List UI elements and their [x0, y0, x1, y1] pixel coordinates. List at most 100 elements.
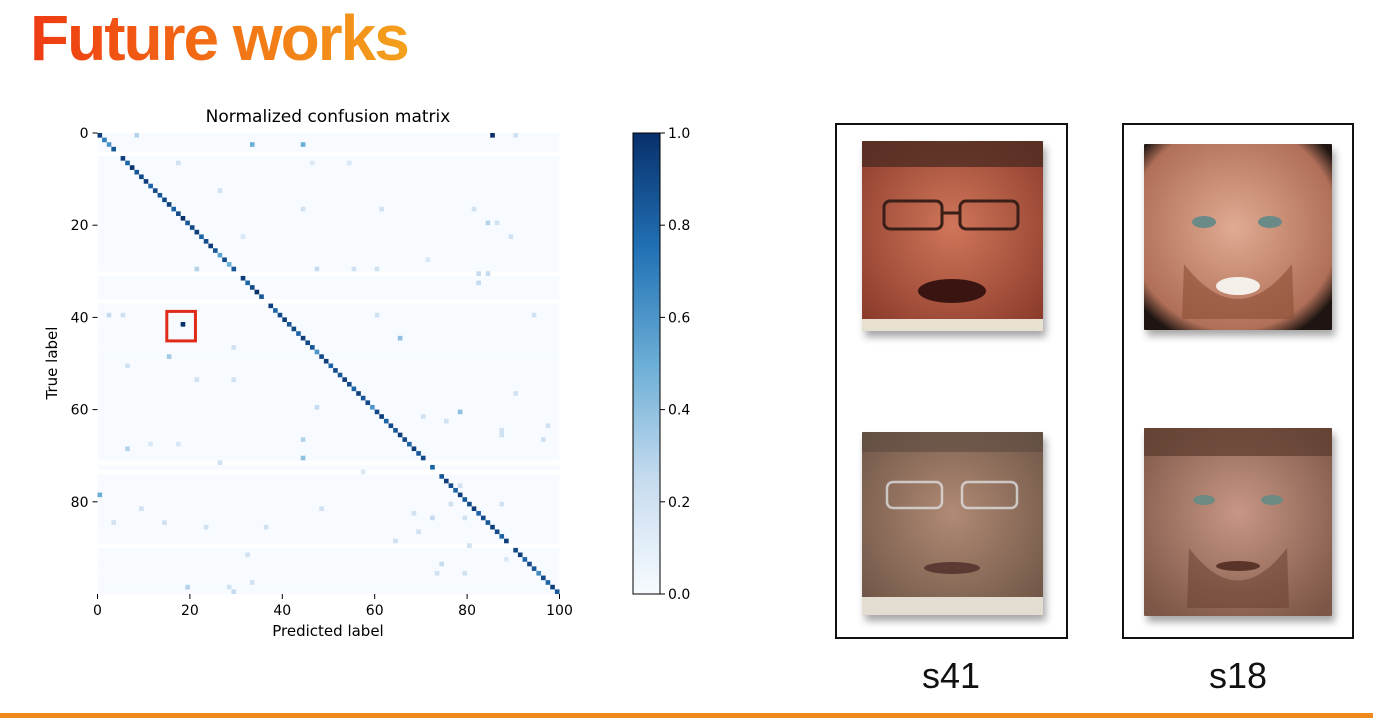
heatmap-cell [351, 266, 357, 272]
heatmap-cell [231, 377, 237, 382]
heatmap-cell [176, 441, 181, 447]
heatmap-cell-diagonal [420, 455, 426, 461]
heatmap-cell [494, 220, 500, 226]
heatmap-cell-diagonal [397, 432, 403, 438]
heatmap-cell-diagonal [296, 331, 301, 336]
heatmap-row [97, 275, 560, 281]
heatmap-cell-diagonal [360, 395, 366, 401]
heatmap-row [97, 280, 560, 286]
heatmap-cell-diagonal [323, 358, 329, 364]
heatmap-row [97, 515, 560, 521]
heatmap-cell-diagonal [439, 474, 444, 479]
heatmap [97, 133, 560, 595]
heatmap-cell [314, 404, 320, 410]
heatmap-cell [434, 570, 440, 576]
y-tick-label: 20 [71, 218, 89, 234]
heatmap-row [97, 432, 560, 438]
heatmap-cell-diagonal [152, 188, 158, 193]
heatmap-row [97, 552, 560, 558]
heatmap-row [97, 497, 560, 503]
heatmap-cell-diagonal [383, 418, 389, 424]
colorbar-tick-label: 1.0 [668, 126, 690, 142]
heatmap-cell-diagonal [402, 437, 408, 442]
heatmap-row [97, 584, 560, 590]
heatmap-cell [485, 271, 491, 276]
heatmap-cell-diagonal [494, 529, 500, 535]
heatmap-row [97, 183, 560, 189]
heatmap-cell-diagonal [194, 229, 200, 235]
heatmap-cell [249, 580, 255, 585]
heatmap-cell-diagonal [444, 478, 449, 484]
heatmap-cell [393, 538, 398, 544]
heatmap-cell [499, 432, 505, 438]
heatmap-row [97, 464, 560, 470]
heatmap-cell-diagonal [374, 409, 380, 415]
heatmap-cell-diagonal [379, 414, 384, 419]
heatmap-row [97, 437, 560, 443]
colorbar-tick-label: 0.6 [668, 310, 690, 326]
heatmap-cell [499, 428, 505, 433]
heatmap-cell-diagonal [365, 400, 371, 405]
heatmap-row [97, 349, 560, 355]
heatmap-row [97, 243, 560, 249]
heatmap-cell-diagonal [430, 464, 435, 470]
heatmap-row [97, 474, 560, 480]
heatmap-cell-diagonal [139, 174, 144, 180]
heatmap-cell-diagonal [471, 506, 477, 512]
heatmap-row [97, 211, 560, 217]
colorbar-tick-label: 0.8 [668, 218, 690, 234]
slide-title: Future works [30, 2, 410, 74]
heatmap-row [97, 478, 560, 484]
heatmap-cell [176, 160, 181, 166]
heatmap-cell [319, 506, 324, 512]
highlight-box [165, 309, 197, 343]
heatmap-row [97, 239, 560, 244]
heatmap-row [97, 160, 560, 166]
heatmap-row [97, 400, 560, 406]
face-photo-s18-top [1144, 144, 1332, 330]
heatmap-row [97, 331, 560, 337]
heatmap-cell-diagonal [102, 137, 107, 143]
x-tick-label: 0 [93, 603, 102, 619]
colorbar-tick-label: 0.2 [668, 495, 690, 511]
heatmap-cell-diagonal [342, 377, 347, 382]
heatmap-cell [180, 322, 186, 327]
heatmap-row [97, 248, 560, 254]
heatmap-row [97, 561, 560, 567]
heatmap-cell-diagonal [337, 372, 343, 378]
heatmap-cell-diagonal [513, 547, 518, 553]
heatmap-cell [185, 584, 190, 590]
heatmap-cell [374, 266, 380, 272]
heatmap-row [97, 266, 560, 272]
heatmap-cell-diagonal [166, 202, 172, 207]
heatmap-cell-diagonal [328, 363, 334, 369]
heatmap-cell [513, 391, 518, 396]
x-tick-label: 80 [458, 603, 476, 619]
heatmap-cell-diagonal [240, 275, 246, 281]
heatmap-cell-diagonal [291, 326, 297, 332]
heatmap-cell-diagonal [129, 165, 135, 170]
heatmap-row [97, 414, 560, 420]
heatmap-row [97, 529, 560, 535]
heatmap-cell [134, 133, 140, 138]
heatmap-cell-diagonal [416, 451, 421, 456]
heatmap-cell [448, 501, 454, 507]
heatmap-cell [545, 423, 551, 429]
heatmap-row [97, 289, 560, 295]
heatmap-cell-diagonal [545, 580, 551, 585]
heatmap-row [97, 303, 560, 309]
x-tick-label: 100 [546, 603, 573, 619]
heatmap-row [97, 441, 560, 447]
heatmap-row [97, 202, 560, 208]
heatmap-cell-diagonal [231, 266, 237, 272]
heatmap-cell [217, 188, 223, 193]
heatmap-row [97, 520, 560, 526]
heatmap-row [97, 381, 560, 387]
heatmap-cell-diagonal [300, 335, 306, 341]
heatmap-cell-diagonal [388, 423, 394, 429]
heatmap-cell [310, 160, 315, 166]
heatmap-row [97, 285, 560, 291]
heatmap-cell [360, 469, 366, 475]
heatmap-cell-diagonal [282, 317, 287, 323]
heatmap-row [97, 169, 560, 175]
